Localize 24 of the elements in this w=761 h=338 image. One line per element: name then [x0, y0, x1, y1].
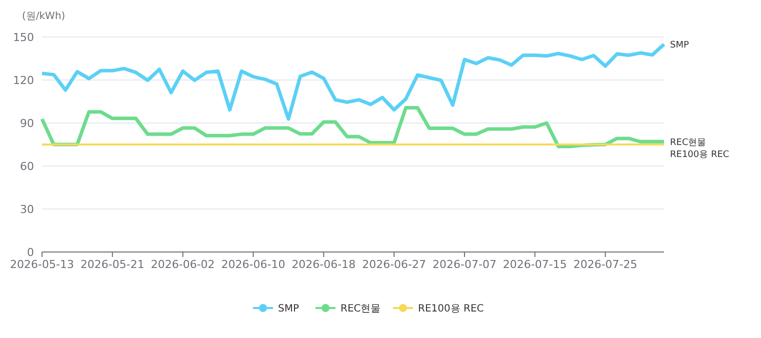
text: REC현물 — [670, 138, 706, 148]
y-tick-label: 150 — [13, 30, 34, 44]
legend-label: REC현물 — [340, 304, 381, 314]
text: RE100용 REC — [670, 150, 730, 160]
legend-label: SMP — [278, 304, 300, 314]
x-tick-label: 2026-06-02 — [150, 258, 215, 271]
text: SMP — [670, 40, 689, 50]
y-tick-label: 60 — [20, 160, 34, 173]
x-tick-label: 2026-07-07 — [432, 258, 496, 271]
y-tick-label: 0 — [27, 246, 34, 259]
legend-label: RE100용 REC — [418, 304, 484, 314]
x-tick-label: 2026-06-10 — [221, 258, 286, 271]
x-tick-label: 2026-05-21 — [80, 258, 144, 271]
x-tick-label: 2026-06-18 — [292, 258, 356, 271]
x-tick-label: 2026-05-13 — [10, 258, 74, 271]
y-tick-label: 30 — [20, 202, 34, 216]
x-tick-label: 2026-07-25 — [573, 258, 638, 271]
y-tick-label: 120 — [13, 74, 34, 87]
x-tick-label: 2026-07-15 — [502, 258, 567, 271]
y-tick-label: 90 — [20, 116, 34, 130]
line-series — [40, 42, 666, 121]
line-series — [40, 106, 666, 148]
x-tick-label: 2026-06-27 — [362, 258, 426, 271]
y-axis-title: (원/kWh) — [22, 11, 66, 22]
